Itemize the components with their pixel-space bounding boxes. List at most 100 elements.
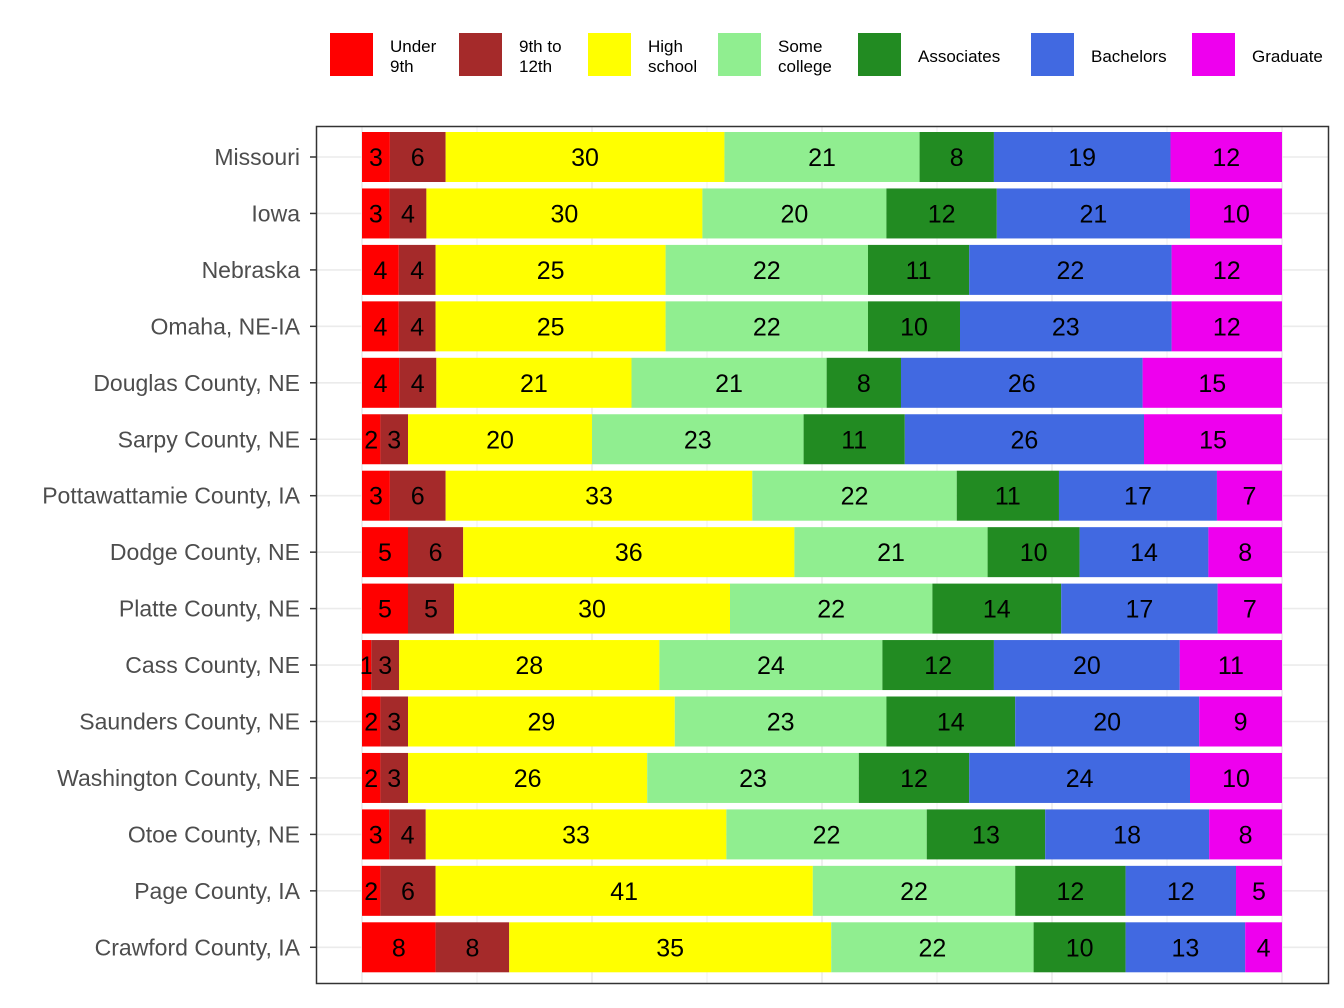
category-label: Sarpy County, NE [118,426,300,452]
legend-swatch [858,33,901,76]
bar-segment-under-9th [362,865,381,916]
legend-item-some-college: Some college [718,33,832,76]
bar-segment-bachelors [960,301,1172,352]
data-label: 25 [537,257,565,285]
bar-segment-under-9th [362,922,436,973]
data-label: 12 [1213,313,1241,341]
bar-segment-associates [826,357,901,408]
legend-label: Some college [778,37,832,76]
legend-label: Under 9th [390,37,437,76]
legend-item-bachelors: Bachelors [1031,33,1167,76]
bar-segment-under-9th [362,752,381,803]
bar-row-otoe-county-ne: 3 4 33 22 13 18 8 [362,809,1282,860]
bar-segment-some-college [665,301,868,352]
bar-segment-bachelors [969,752,1190,803]
bar-segment-graduate [1208,527,1282,578]
bar-row-pottawattamie-county-ia: 3 6 33 22 11 17 7 [362,470,1282,521]
bar-segment-high-school [435,244,666,295]
data-label: 14 [1130,539,1158,567]
bar-segment-bachelors [904,414,1144,465]
bar-segment-under-9th [362,470,390,521]
legend-swatch [1192,33,1235,76]
bar-segment-graduate [1217,583,1282,634]
data-label: 10 [1020,539,1048,567]
data-label: 17 [1124,483,1152,511]
bar-row-sarpy-county-ne: 2 3 20 23 11 26 15 [362,414,1282,465]
data-label: 10 [1222,765,1250,793]
data-label: 5 [378,596,392,624]
data-label: 21 [1079,200,1107,228]
legend-swatch [588,33,631,76]
bar-segment-associates [926,809,1046,860]
data-label: 4 [410,313,424,341]
bar-segment-9th-to-12th [380,414,408,465]
data-label: 3 [378,652,392,680]
bar-segment-bachelors [900,357,1143,408]
legend-label: High school [648,37,697,76]
data-label: 22 [900,878,928,906]
data-label: 3 [387,426,401,454]
data-label: 33 [585,483,613,511]
data-label: 30 [578,596,606,624]
bar-segment-high-school [445,132,725,182]
data-label: 2 [364,878,378,906]
data-label: 4 [373,257,387,285]
bar-segment-associates [1015,865,1126,916]
data-label: 10 [900,313,928,341]
legend: Under 9th 9th to 12th High school Some college A… [330,33,1323,76]
data-label: 18 [1113,821,1141,849]
bar-segment-high-school [436,357,632,408]
bar-segment-bachelors [996,188,1190,239]
data-label: 4 [374,370,388,398]
legend-item-under-9th: Under 9th [330,33,437,76]
data-label: 23 [739,765,767,793]
bar-segment-some-college [812,865,1016,916]
bar-row-omaha-ne-ia: 4 4 25 22 10 23 12 [362,301,1282,352]
data-label: 11 [995,483,1021,511]
data-label: 5 [378,539,392,567]
category-label: Saunders County, NE [79,709,300,735]
category-label: Platte County, NE [119,596,300,622]
data-label: 23 [684,426,712,454]
bar-segment-9th-to-12th [371,640,400,691]
data-label: 19 [1068,144,1096,172]
legend-label: Associates [918,47,1000,66]
legend-label: Graduate [1252,47,1323,66]
bar-segment-some-college [674,696,887,747]
data-label: 30 [571,144,599,172]
data-label: 21 [808,144,836,172]
bar-segment-graduate [1171,244,1282,295]
bar-segment-high-school [435,865,813,916]
category-label: Omaha, NE-IA [150,313,300,339]
bar-segment-9th-to-12th [389,132,446,182]
data-label: 23 [767,709,795,737]
data-label: 7 [1243,596,1257,624]
bar-segment-high-school [408,414,592,465]
bar-segment-high-school [425,809,727,860]
bar-row-missouri: 3 6 30 21 8 19 12 [362,132,1282,182]
bar-segment-high-school [509,922,832,973]
data-label: 12 [1212,144,1240,172]
bar-segment-associates [886,696,1016,747]
data-label: 9 [1234,709,1248,737]
data-label: 23 [1052,313,1080,341]
bar-segment-graduate [1216,470,1282,521]
legend-label: 9th to 12th [519,37,562,76]
bar-segment-9th-to-12th [380,865,436,916]
legend-swatch [459,33,502,76]
bar-segment-graduate [1209,809,1282,860]
data-label: 6 [411,483,425,511]
bar-segment-some-college [726,809,927,860]
bar-segment-high-school [463,527,795,578]
bar-segment-high-school [408,696,675,747]
bar-segment-bachelors [1058,470,1217,521]
data-label: 2 [364,765,378,793]
bar-segment-associates [987,527,1080,578]
bar-segment-bachelors [1125,865,1236,916]
legend-item-graduate: Graduate [1192,33,1323,76]
data-label: 20 [780,200,808,228]
bar-segment-9th-to-12th [435,922,510,973]
data-label: 8 [1239,821,1253,849]
bar-segment-graduate [1179,640,1282,691]
data-label: 20 [1093,709,1121,737]
